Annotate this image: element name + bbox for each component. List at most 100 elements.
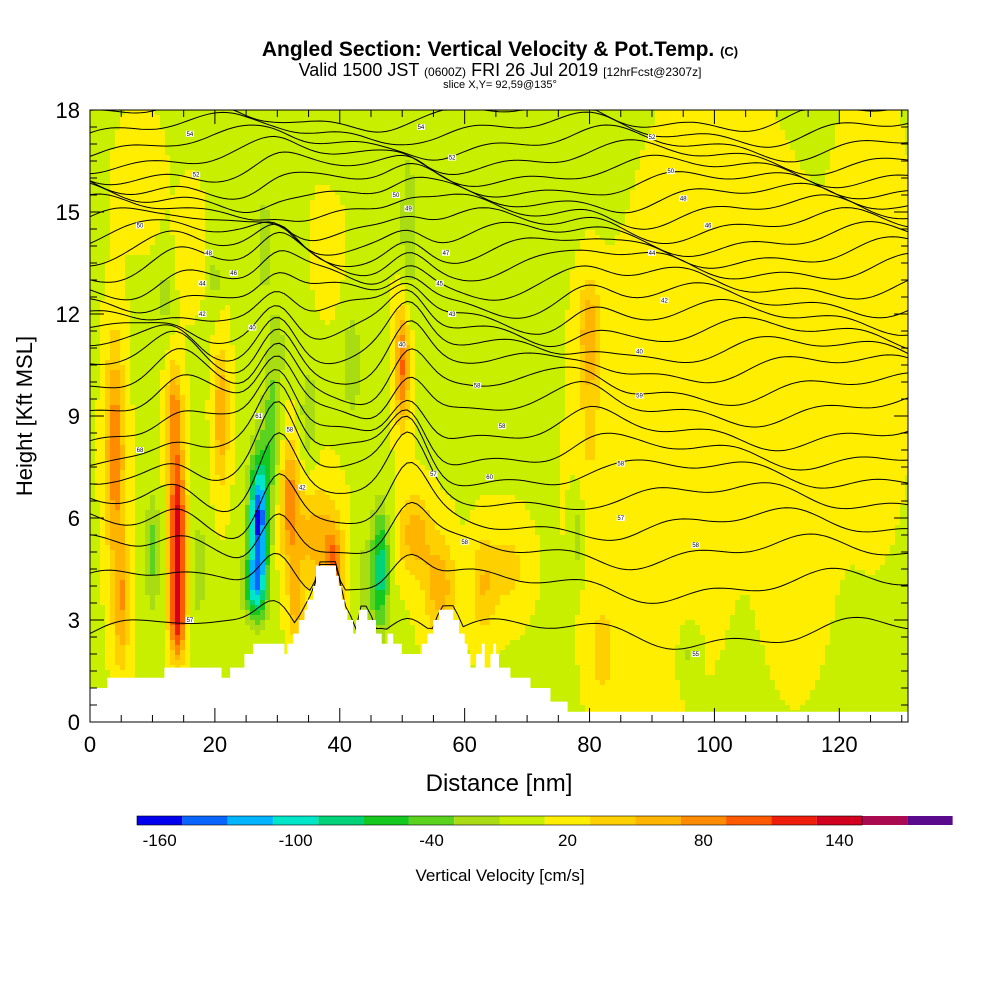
heatmap-cell: [615, 170, 620, 175]
heatmap-cell: [335, 170, 340, 175]
heatmap-cell: [425, 195, 430, 200]
heatmap-cell: [475, 115, 480, 120]
heatmap-cell: [630, 190, 635, 195]
heatmap-cell: [590, 140, 595, 145]
heatmap-cell: [790, 245, 795, 250]
heatmap-cell: [420, 170, 425, 175]
heatmap-cell: [895, 250, 900, 255]
heatmap-cell: [330, 245, 335, 250]
heatmap-cell: [300, 160, 305, 165]
heatmap-cell: [315, 185, 320, 190]
heatmap-cell: [520, 175, 525, 180]
heatmap-cell: [885, 145, 890, 150]
heatmap-cell: [415, 220, 420, 225]
heatmap-cell: [825, 200, 830, 205]
heatmap-cell: [190, 255, 195, 260]
heatmap-cell: [285, 260, 290, 265]
heatmap-cell: [840, 155, 845, 160]
heatmap-cell: [215, 150, 220, 155]
heatmap-cell: [110, 200, 115, 205]
heatmap-cell: [200, 260, 205, 265]
heatmap-cell: [430, 200, 435, 205]
heatmap-cell: [805, 120, 810, 125]
heatmap-cell: [420, 135, 425, 140]
heatmap-cell: [110, 175, 115, 180]
heatmap-cell: [560, 255, 565, 260]
heatmap-cell: [460, 200, 465, 205]
heatmap-cell: [785, 130, 790, 135]
heatmap-cell: [610, 200, 615, 205]
heatmap-cell: [550, 245, 555, 250]
heatmap-cell: [775, 140, 780, 145]
heatmap-cell: [550, 145, 555, 150]
heatmap-cell: [745, 235, 750, 240]
heatmap-cell: [220, 185, 225, 190]
heatmap-cell: [200, 205, 205, 210]
heatmap-cell: [465, 200, 470, 205]
heatmap-cell: [435, 220, 440, 225]
heatmap-cell: [655, 180, 660, 185]
heatmap-cell: [680, 235, 685, 240]
heatmap-cell: [725, 185, 730, 190]
heatmap-cell: [595, 155, 600, 160]
heatmap-cell: [815, 115, 820, 120]
heatmap-cell: [280, 195, 285, 200]
heatmap-cell: [135, 215, 140, 220]
heatmap-cell: [790, 230, 795, 235]
heatmap-cell: [370, 145, 375, 150]
heatmap-cell: [405, 255, 410, 260]
heatmap-cell: [370, 215, 375, 220]
heatmap-cell: [530, 210, 535, 215]
heatmap-cell: [350, 230, 355, 235]
heatmap-cell: [125, 210, 130, 215]
heatmap-cell: [370, 210, 375, 215]
heatmap-cell: [435, 205, 440, 210]
heatmap-cell: [820, 135, 825, 140]
heatmap-cell: [545, 165, 550, 170]
heatmap-cell: [265, 195, 270, 200]
heatmap-cell: [380, 210, 385, 215]
heatmap-cell: [175, 155, 180, 160]
heatmap-cell: [650, 160, 655, 165]
heatmap-cell: [820, 240, 825, 245]
heatmap-cell: [470, 200, 475, 205]
heatmap-cell: [540, 135, 545, 140]
heatmap-cell: [310, 205, 315, 210]
heatmap-cell: [605, 230, 610, 235]
heatmap-cell: [735, 175, 740, 180]
heatmap-cell: [895, 110, 900, 115]
heatmap-cell: [95, 155, 100, 160]
heatmap-cell: [790, 175, 795, 180]
heatmap-cell: [385, 210, 390, 215]
heatmap-cell: [110, 225, 115, 230]
heatmap-cell: [485, 220, 490, 225]
heatmap-cell: [370, 125, 375, 130]
heatmap-cell: [140, 255, 145, 260]
heatmap-cell: [685, 165, 690, 170]
heatmap-cell: [270, 160, 275, 165]
heatmap-cell: [825, 165, 830, 170]
heatmap-cell: [650, 215, 655, 220]
heatmap-cell: [285, 160, 290, 165]
heatmap-cell: [775, 175, 780, 180]
heatmap-cell: [340, 125, 345, 130]
heatmap-cell: [500, 190, 505, 195]
heatmap-cell: [800, 180, 805, 185]
heatmap-cell: [255, 180, 260, 185]
heatmap-cell: [265, 115, 270, 120]
heatmap-cell: [520, 245, 525, 250]
heatmap-cell: [110, 130, 115, 135]
heatmap-cell: [735, 225, 740, 230]
heatmap-cell: [575, 140, 580, 145]
heatmap-cell: [120, 240, 125, 245]
heatmap-cell: [630, 165, 635, 170]
heatmap-cell: [580, 255, 585, 260]
heatmap-cell: [880, 245, 885, 250]
heatmap-cell: [375, 185, 380, 190]
vertical-section-chart: Angled Section: Vertical Velocity & Pot.…: [0, 0, 1000, 1000]
heatmap-cell: [850, 215, 855, 220]
heatmap-cell: [450, 115, 455, 120]
heatmap-cell: [775, 240, 780, 245]
heatmap-cell: [315, 115, 320, 120]
heatmap-cell: [265, 160, 270, 165]
